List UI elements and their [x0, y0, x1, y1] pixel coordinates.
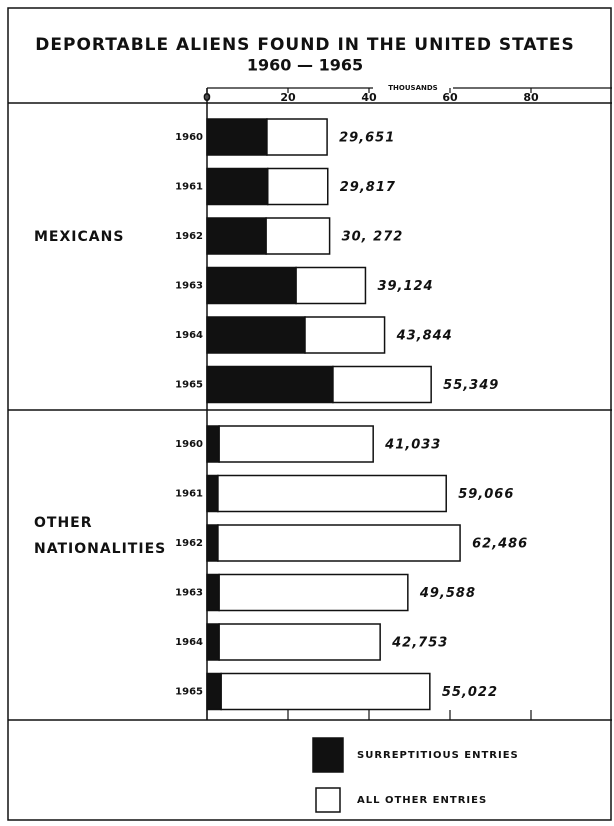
bar-segment	[206, 217, 267, 255]
y-tick-label: 1962	[175, 538, 203, 549]
bar-segment	[206, 266, 297, 305]
y-tick-label: 1961	[175, 489, 203, 500]
total-label: 49,588	[419, 586, 476, 601]
chart-title: DEPORTABLE ALIENS FOUND IN THE UNITED ST…	[35, 35, 574, 55]
y-tick-label: 1962	[175, 231, 203, 242]
total-label: 29,817	[340, 180, 396, 195]
total-label: 41,033	[384, 438, 441, 453]
y-tick-label: 1964	[175, 637, 203, 648]
y-tick-label: 1963	[175, 281, 203, 292]
chart-subtitle: 1960 — 1965	[247, 56, 363, 75]
legend-swatch	[312, 737, 344, 773]
group-label: OTHER NATIONALITIES	[34, 515, 167, 557]
bar-segment	[206, 118, 268, 156]
frame	[7, 7, 612, 821]
total-label: 59,066	[458, 487, 514, 502]
x-tick-label: 20	[280, 91, 296, 104]
bar-segment	[206, 672, 222, 711]
bar-segment	[206, 365, 334, 404]
bar-segment	[267, 167, 329, 206]
bar-segment	[206, 474, 219, 513]
y-tick-label: 1965	[175, 380, 203, 391]
bar-segment	[304, 316, 386, 354]
bar-segment	[220, 672, 431, 711]
total-label: 62,486	[472, 537, 528, 552]
group-label: MEXICANS	[34, 229, 125, 245]
legend-swatch	[315, 787, 341, 813]
bar-segment	[206, 573, 220, 612]
bar-segment	[218, 425, 374, 463]
total-label: 55,022	[442, 685, 498, 700]
total-label: 39,124	[377, 279, 433, 294]
bar-segment	[206, 167, 269, 206]
y-tick-label: 1964	[175, 330, 203, 341]
x-tick-label: 40	[361, 91, 377, 104]
x-tick-label: 80	[523, 91, 539, 104]
total-label: 29,651	[339, 131, 395, 146]
bar-segment	[266, 118, 328, 156]
y-tick-label: 1963	[175, 588, 203, 599]
bar-segment	[332, 365, 432, 404]
axis-label: THOUSANDS	[388, 84, 437, 92]
total-label: 42,753	[391, 636, 448, 651]
bar-segment	[295, 266, 367, 305]
legend-label: SURREPTITIOUS ENTRIES	[357, 750, 519, 761]
x-tick-label: 60	[442, 91, 458, 104]
total-label: 30, 272	[342, 230, 404, 245]
bar-segment	[206, 316, 306, 354]
bar-segment	[206, 524, 219, 562]
bar-segment	[206, 425, 220, 463]
y-tick-label: 1960	[175, 439, 203, 450]
total-label: 43,844	[396, 329, 453, 344]
axis-label-bg	[373, 84, 453, 92]
bar-segment	[218, 623, 381, 661]
y-tick-label: 1965	[175, 687, 203, 698]
y-tick-label: 1960	[175, 132, 203, 143]
bar-segment	[217, 524, 461, 562]
legend-label: ALL OTHER ENTRIES	[357, 795, 487, 806]
bar-segment	[206, 623, 220, 661]
total-label: 55,349	[443, 378, 499, 393]
bar-segment	[217, 474, 447, 513]
y-tick-label: 1961	[175, 182, 203, 193]
bar-segment	[265, 217, 331, 255]
bar-segment	[218, 573, 409, 612]
